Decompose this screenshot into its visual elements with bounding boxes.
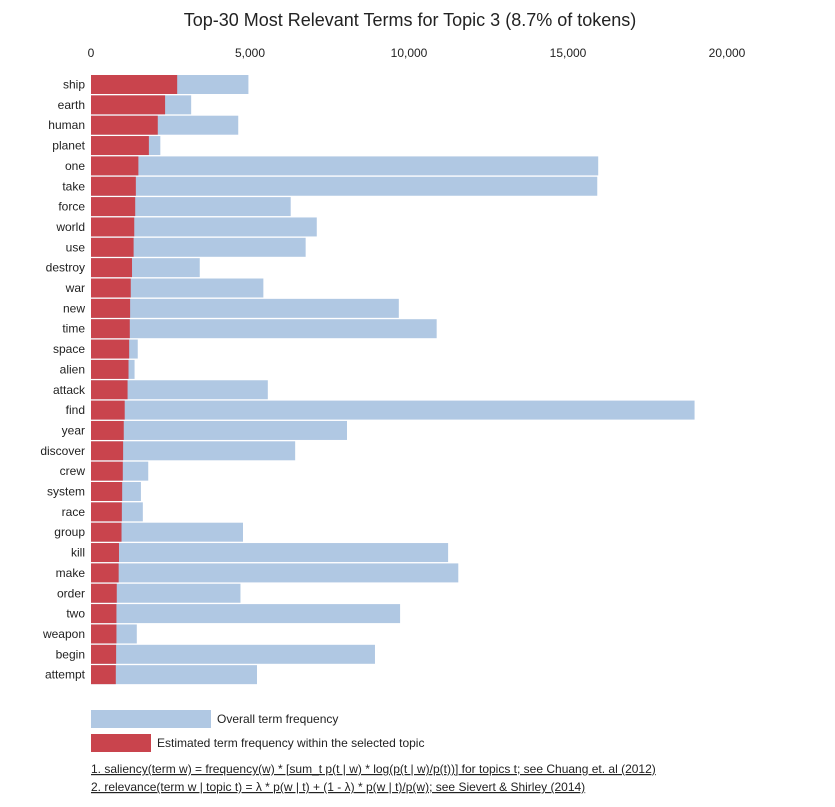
term-label[interactable]: alien	[60, 362, 85, 376]
term-label[interactable]: attack	[53, 383, 86, 397]
legend: Overall term frequency Estimated term fr…	[91, 710, 424, 752]
bar-topic-frequency[interactable]	[91, 583, 117, 603]
bar-topic-frequency[interactable]	[91, 95, 166, 115]
bar-topic-frequency[interactable]	[91, 217, 135, 237]
chart-title: Top-30 Most Relevant Terms for Topic 3 (…	[184, 10, 637, 30]
bar-overall-frequency[interactable]	[91, 237, 306, 257]
bar-topic-frequency[interactable]	[91, 604, 117, 624]
bar-topic-frequency[interactable]	[91, 75, 178, 94]
bar-topic-frequency[interactable]	[91, 665, 116, 685]
bar-topic-frequency[interactable]	[91, 136, 149, 156]
bar-topic-frequency[interactable]	[91, 359, 129, 379]
footnotes: 1. saliency(term w) = frequency(w) * [su…	[91, 762, 656, 794]
term-label[interactable]: world	[55, 220, 85, 234]
term-label[interactable]: space	[53, 342, 85, 356]
term-label[interactable]: begin	[56, 647, 85, 661]
bar-overall-frequency[interactable]	[91, 420, 347, 440]
term-label[interactable]: destroy	[46, 261, 85, 275]
bar-topic-frequency[interactable]	[91, 258, 133, 278]
bar-overall-frequency[interactable]	[91, 543, 449, 563]
term-label[interactable]: take	[62, 179, 85, 193]
bar-topic-frequency[interactable]	[91, 380, 128, 400]
legend-swatch-overall	[91, 710, 211, 728]
x-tick-label: 5,000	[235, 46, 265, 60]
bar-overall-frequency[interactable]	[91, 604, 401, 624]
bar-topic-frequency[interactable]	[91, 298, 131, 318]
term-label[interactable]: discover	[40, 444, 85, 458]
bar-topic-frequency[interactable]	[91, 156, 139, 176]
bar-overall-frequency[interactable]	[91, 319, 437, 339]
bar-topic-frequency[interactable]	[91, 441, 124, 461]
legend-label-overall: Overall term frequency	[217, 712, 338, 726]
bar-topic-frequency[interactable]	[91, 400, 125, 420]
term-label[interactable]: time	[62, 322, 85, 336]
bar-topic-frequency[interactable]	[91, 522, 122, 542]
term-label[interactable]: one	[65, 159, 85, 173]
x-tick-label: 10,000	[391, 46, 428, 60]
bar-topic-frequency[interactable]	[91, 319, 130, 339]
bar-topic-frequency[interactable]	[91, 176, 136, 196]
term-label[interactable]: group	[54, 525, 85, 539]
bar-overall-frequency[interactable]	[91, 441, 296, 461]
bars-group	[91, 75, 695, 685]
bar-overall-frequency[interactable]	[91, 197, 291, 217]
term-label[interactable]: planet	[52, 139, 85, 153]
term-label[interactable]: find	[66, 403, 85, 417]
bar-topic-frequency[interactable]	[91, 420, 124, 440]
bar-overall-frequency[interactable]	[91, 176, 598, 196]
term-label[interactable]: use	[66, 240, 86, 254]
term-label[interactable]: order	[57, 586, 85, 600]
bar-topic-frequency[interactable]	[91, 339, 130, 359]
bar-topic-frequency[interactable]	[91, 624, 117, 644]
bar-overall-frequency[interactable]	[91, 522, 244, 542]
term-label[interactable]: race	[62, 505, 86, 519]
legend-swatch-topic	[91, 734, 151, 752]
term-label[interactable]: year	[62, 423, 85, 437]
term-label[interactable]: two	[66, 607, 85, 621]
term-label[interactable]: crew	[60, 464, 86, 478]
bar-topic-frequency[interactable]	[91, 197, 136, 217]
bar-topic-frequency[interactable]	[91, 115, 158, 135]
bar-overall-frequency[interactable]	[91, 583, 241, 603]
term-label[interactable]: weapon	[42, 627, 85, 641]
x-tick-label: 0	[88, 46, 95, 60]
term-label[interactable]: human	[48, 118, 85, 132]
bar-topic-frequency[interactable]	[91, 543, 119, 563]
term-label[interactable]: force	[58, 200, 85, 214]
bar-topic-frequency[interactable]	[91, 237, 134, 257]
bar-overall-frequency[interactable]	[91, 380, 268, 400]
footnote-saliency[interactable]: 1. saliency(term w) = frequency(w) * [su…	[91, 762, 656, 776]
term-label[interactable]: make	[56, 566, 86, 580]
term-label[interactable]: system	[47, 485, 85, 499]
term-label[interactable]: new	[63, 301, 85, 315]
bar-topic-frequency[interactable]	[91, 278, 131, 298]
bar-overall-frequency[interactable]	[91, 217, 317, 237]
bar-topic-frequency[interactable]	[91, 461, 123, 481]
legend-label-topic: Estimated term frequency within the sele…	[157, 736, 424, 750]
x-axis: 0 5,000 10,000 15,000 20,000	[88, 46, 746, 60]
bar-topic-frequency[interactable]	[91, 644, 117, 664]
term-label[interactable]: ship	[63, 78, 85, 92]
x-tick-label: 15,000	[550, 46, 587, 60]
bar-overall-frequency[interactable]	[91, 665, 257, 685]
footnote-relevance[interactable]: 2. relevance(term w | topic t) = λ * p(w…	[91, 780, 585, 794]
bar-overall-frequency[interactable]	[91, 563, 459, 583]
bar-overall-frequency[interactable]	[91, 278, 264, 298]
term-label[interactable]: attempt	[45, 668, 86, 682]
bar-overall-frequency[interactable]	[91, 298, 399, 318]
bar-overall-frequency[interactable]	[91, 156, 599, 176]
bar-topic-frequency[interactable]	[91, 482, 123, 501]
bar-overall-frequency[interactable]	[91, 400, 695, 420]
term-labels: ship earth human planet one take force world use…	[40, 78, 86, 682]
x-tick-label: 20,000	[709, 46, 746, 60]
term-label[interactable]: kill	[71, 546, 85, 560]
term-label[interactable]: earth	[58, 98, 85, 112]
bar-topic-frequency[interactable]	[91, 563, 119, 583]
bar-overall-frequency[interactable]	[91, 644, 375, 664]
term-label[interactable]: war	[65, 281, 85, 295]
bar-topic-frequency[interactable]	[91, 502, 122, 522]
